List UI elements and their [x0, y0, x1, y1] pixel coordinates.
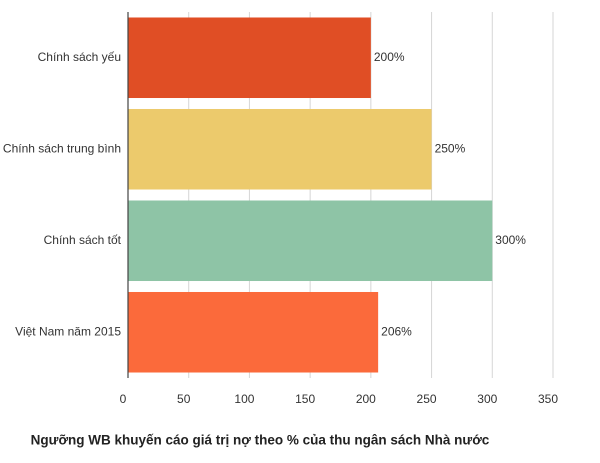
- x-tick-label: 250: [417, 392, 437, 406]
- y-tick-label: Chính sách yếu: [38, 50, 121, 64]
- x-tick-label: 100: [234, 392, 254, 406]
- x-tick-label: 350: [538, 392, 558, 406]
- bar: [128, 17, 371, 99]
- x-tick-label: 50: [177, 392, 191, 406]
- value-label: 250%: [435, 141, 466, 155]
- y-tick-label: Việt Nam năm 2015: [15, 324, 121, 338]
- value-label: 206%: [381, 324, 412, 338]
- x-tick-label: 0: [120, 392, 127, 406]
- value-label: 200%: [374, 50, 405, 64]
- x-tick-label: 300: [477, 392, 497, 406]
- value-label: 300%: [495, 233, 526, 247]
- x-tick-label: 150: [295, 392, 315, 406]
- bar: [128, 200, 493, 282]
- y-tick-label: Chính sách trung bình: [3, 141, 121, 155]
- bar: [128, 291, 379, 373]
- bar: [128, 108, 432, 190]
- y-tick-label: Chính sách tốt: [44, 233, 122, 247]
- x-tick-label: 200: [356, 392, 376, 406]
- chart-title: Ngưỡng WB khuyến cáo giá trị nợ theo % c…: [31, 433, 490, 448]
